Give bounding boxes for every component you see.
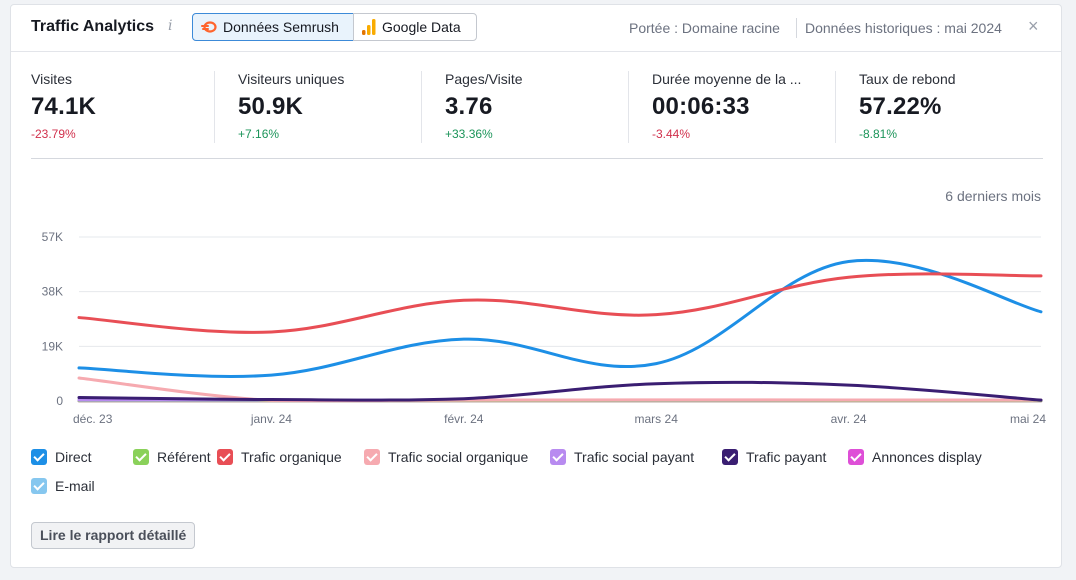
metric-change: -23.79% bbox=[31, 127, 76, 141]
legend-item[interactable]: E-mail bbox=[31, 478, 95, 494]
close-icon[interactable]: × bbox=[1028, 16, 1039, 36]
y-tick-label: 19K bbox=[42, 339, 63, 353]
checkbox-checked-icon[interactable] bbox=[133, 449, 149, 465]
legend-item[interactable]: Référent bbox=[133, 449, 211, 465]
y-tick-label: 38K bbox=[42, 285, 63, 299]
metric-pages-per-visit: Pages/Visite 3.76 +33.36% bbox=[445, 71, 625, 141]
metric-change: +7.16% bbox=[238, 127, 280, 141]
info-icon[interactable]: i bbox=[168, 18, 173, 34]
metric-label: Durée moyenne de la ... bbox=[652, 71, 802, 87]
checkbox-checked-icon[interactable] bbox=[550, 449, 566, 465]
metric-change: +33.36% bbox=[445, 127, 493, 141]
x-tick-label: janv. 24 bbox=[250, 412, 292, 426]
metric-change: -3.44% bbox=[652, 127, 691, 141]
metric-value: 74.1K bbox=[31, 93, 97, 120]
legend-label: Trafic social organique bbox=[388, 449, 529, 465]
traffic-line-chart: 0 19K 38K 57K déc. 23 janv. 24 févr. 24 mars 24… bbox=[42, 230, 1047, 426]
metric-value: 57.22% bbox=[859, 93, 942, 120]
metric-divider bbox=[421, 71, 422, 143]
metric-change: -8.81% bbox=[859, 127, 898, 141]
google-analytics-bars-icon bbox=[362, 19, 376, 35]
tab-semrush-data[interactable]: Données Semrush bbox=[192, 13, 354, 41]
metric-label: Visites bbox=[31, 71, 72, 87]
legend-label: Trafic payant bbox=[746, 449, 827, 465]
metric-bounce-rate: Taux de rebond 57.22% -8.81% bbox=[859, 71, 1039, 141]
history-label: Données historiques : mai 2024 bbox=[805, 20, 1002, 36]
legend-item[interactable]: Direct bbox=[31, 449, 92, 465]
legend-item[interactable]: Trafic social organique bbox=[364, 449, 528, 465]
tab-google-data[interactable]: Google Data bbox=[353, 13, 477, 41]
metric-divider bbox=[214, 71, 215, 143]
metric-value: 50.9K bbox=[238, 93, 304, 120]
series-line-trafic-payant bbox=[77, 380, 1043, 402]
legend-item[interactable]: Trafic organique bbox=[217, 449, 342, 465]
metric-value: 00:06:33 bbox=[652, 93, 750, 120]
legend-label: Trafic organique bbox=[241, 449, 342, 465]
checkbox-checked-icon[interactable] bbox=[848, 449, 864, 465]
traffic-analytics-widget: Traffic Analytics i Données Semrush Goog… bbox=[10, 4, 1062, 568]
metric-label: Visiteurs uniques bbox=[238, 71, 345, 87]
read-report-button[interactable]: Lire le rapport détaillé bbox=[31, 522, 196, 549]
y-tick-label: 57K bbox=[42, 230, 63, 244]
series-line-trafic-organique bbox=[77, 272, 1043, 334]
series-line-direct bbox=[77, 258, 1043, 378]
checkbox-checked-icon[interactable] bbox=[31, 478, 47, 494]
metric-avg-duration: Durée moyenne de la ... 00:06:33 -3.44% bbox=[652, 71, 832, 141]
widget-header: Traffic Analytics i Données Semrush Goog… bbox=[11, 5, 1061, 52]
x-tick-label: déc. 23 bbox=[73, 412, 113, 426]
x-tick-label: avr. 24 bbox=[831, 412, 867, 426]
legend-label: Référent bbox=[157, 449, 211, 465]
metric-divider bbox=[628, 71, 629, 143]
metric-divider bbox=[835, 71, 836, 143]
metric-label: Taux de rebond bbox=[859, 71, 956, 87]
checkbox-checked-icon[interactable] bbox=[31, 449, 47, 465]
x-tick-label: mars 24 bbox=[635, 412, 679, 426]
legend-label: Annonces display bbox=[872, 449, 982, 465]
checkbox-checked-icon[interactable] bbox=[217, 449, 233, 465]
semrush-flame-icon bbox=[201, 21, 217, 33]
checkbox-checked-icon[interactable] bbox=[364, 449, 380, 465]
metric-visits: Visites 74.1K -23.79% bbox=[31, 71, 211, 141]
header-divider bbox=[796, 18, 797, 38]
x-tick-label: mai 24 bbox=[1010, 412, 1046, 426]
tab-google-label: Google Data bbox=[382, 19, 461, 35]
legend-item[interactable]: Trafic payant bbox=[722, 449, 826, 465]
metric-label: Pages/Visite bbox=[445, 71, 523, 87]
scope-label: Portée : Domaine racine bbox=[629, 20, 780, 36]
x-tick-label: févr. 24 bbox=[444, 412, 484, 426]
legend-label: E-mail bbox=[55, 478, 95, 494]
legend-item[interactable]: Annonces display bbox=[848, 449, 982, 465]
metric-value: 3.76 bbox=[445, 93, 493, 120]
legend-label: Direct bbox=[55, 449, 92, 465]
metric-unique-visitors: Visiteurs uniques 50.9K +7.16% bbox=[238, 71, 418, 141]
period-label: 6 derniers mois bbox=[945, 188, 1041, 204]
legend-item[interactable]: Trafic social payant bbox=[550, 449, 694, 465]
tab-semrush-label: Données Semrush bbox=[223, 19, 339, 35]
legend-label: Trafic social payant bbox=[574, 449, 695, 465]
checkbox-checked-icon[interactable] bbox=[722, 449, 738, 465]
y-tick-label: 0 bbox=[56, 394, 63, 408]
metrics-separator bbox=[31, 158, 1043, 159]
widget-title: Traffic Analytics bbox=[31, 18, 155, 35]
